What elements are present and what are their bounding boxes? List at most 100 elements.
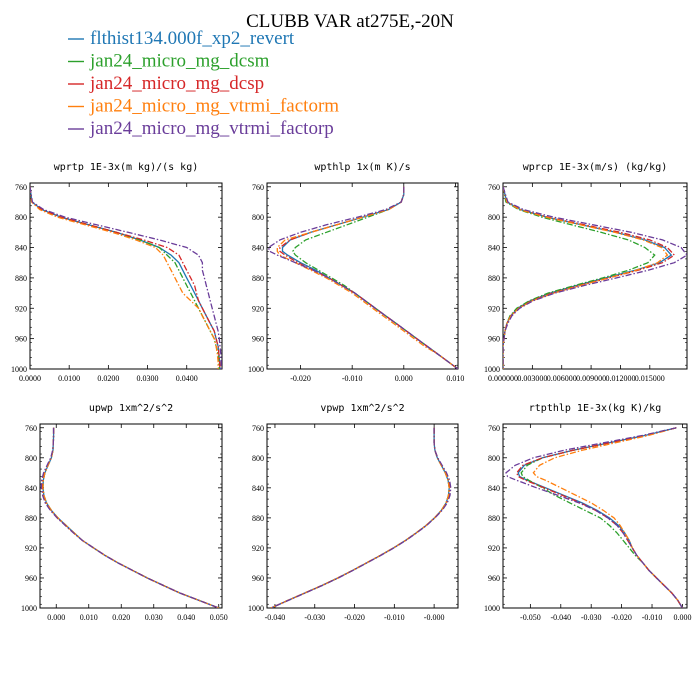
- x-tick-label: 0.000: [673, 613, 691, 622]
- y-tick-label: 1000: [484, 604, 500, 613]
- x-tick-label: -0.020: [290, 374, 311, 383]
- plot-frame: [39, 423, 223, 609]
- y-tick-label: 1000: [11, 365, 27, 374]
- panel-2: wpthlp 1x(m K)/s 760 800 840 880 920 960 1000 -0…: [248, 162, 464, 383]
- panel-title: wprtp 1E-3x(m kg)/(s kg): [54, 162, 199, 173]
- y-tick-label: 800: [488, 213, 500, 222]
- panel-4: upwp 1xm^2/s^2 760 800 840 880 920 960 1000 0.00…: [21, 403, 228, 622]
- x-tick-label: -0.000: [424, 613, 445, 622]
- x-tick-label: -0.010: [342, 374, 363, 383]
- y-tick-label: 800: [252, 454, 264, 463]
- y-tick-label: 920: [488, 304, 500, 313]
- y-tick-label: 760: [15, 183, 27, 192]
- y-tick-label: 960: [25, 574, 37, 583]
- y-tick-label: 800: [25, 454, 37, 463]
- y-tick-label: 880: [252, 514, 264, 523]
- y-tick-label: 1000: [21, 604, 37, 613]
- x-tick-label: 0.010: [446, 374, 464, 383]
- y-tick-label: 800: [252, 213, 264, 222]
- panel-title: wprcp 1E-3x(m/s) (kg/kg): [523, 162, 668, 173]
- y-tick-label: 1000: [248, 604, 264, 613]
- plot-frame: [266, 423, 459, 609]
- y-tick-label: 840: [252, 484, 264, 493]
- x-tick-label: 0.050: [210, 613, 228, 622]
- x-tick-label: 0.003000: [517, 374, 547, 383]
- figure-title: CLUBB VAR at275E,-20N: [246, 11, 454, 32]
- plot-frame: [502, 423, 688, 609]
- x-tick-label: 0.0400: [176, 374, 198, 383]
- x-tick-label: 0.006000: [547, 374, 577, 383]
- series-line: [270, 427, 450, 608]
- x-tick-label: 0.040: [177, 613, 195, 622]
- y-tick-label: 800: [488, 454, 500, 463]
- x-tick-label: 0.0200: [97, 374, 119, 383]
- legend: flthist134.000f_xp2_revertjan24_micro_mg…: [68, 28, 339, 139]
- x-tick-label: -0.020: [344, 613, 365, 622]
- x-tick-label: 0.000000: [488, 374, 518, 383]
- series-line: [30, 186, 222, 369]
- x-tick-label: 0.030: [145, 613, 163, 622]
- y-tick-label: 880: [252, 274, 264, 283]
- y-tick-label: 920: [488, 544, 500, 553]
- y-tick-label: 840: [25, 484, 37, 493]
- y-tick-label: 760: [488, 183, 500, 192]
- x-tick-label: -0.050: [520, 613, 541, 622]
- x-tick-label: 0.0100: [58, 374, 80, 383]
- x-tick-label: 0.020: [112, 613, 130, 622]
- panel-1: wprtp 1E-3x(m kg)/(s kg) 760 800 840 880 920 9…: [11, 162, 223, 383]
- x-tick-label: 0.000: [47, 613, 65, 622]
- series-line: [270, 427, 450, 608]
- y-tick-label: 920: [15, 304, 27, 313]
- series-line: [270, 427, 451, 608]
- series-line: [40, 427, 220, 608]
- panel-title: wpthlp 1x(m K)/s: [314, 162, 410, 173]
- series-line: [503, 186, 676, 369]
- panel-5: vpwp 1xm^2/s^27608008408809209601000-0.0…: [248, 403, 459, 622]
- y-tick-label: 800: [15, 213, 27, 222]
- panel-3: wprcp 1E-3x(m/s) (kg/kg) 760 800 840 880 920 9…: [484, 162, 688, 383]
- panel-title: rtpthlp 1E-3x(kg K)/kg: [529, 403, 661, 414]
- y-tick-label: 960: [488, 335, 500, 344]
- x-tick-label: 0.009000: [576, 374, 606, 383]
- x-tick-label: -0.040: [265, 613, 286, 622]
- x-tick-label: -0.010: [384, 613, 405, 622]
- y-tick-label: 760: [488, 424, 500, 433]
- y-tick-label: 1000: [484, 365, 500, 374]
- series-line: [532, 427, 683, 608]
- x-tick-label: 0.010: [80, 613, 98, 622]
- panel-title: vpwp 1xm^2/s^2: [320, 403, 404, 414]
- x-tick-label: -0.040: [550, 613, 571, 622]
- y-tick-label: 760: [25, 424, 37, 433]
- series-line: [30, 186, 219, 369]
- y-tick-label: 960: [252, 574, 264, 583]
- series-line: [42, 427, 220, 608]
- series-line: [270, 427, 452, 608]
- series-line: [505, 427, 683, 608]
- legend-label: jan24_micro_mg_vtrmi_factorm: [89, 96, 339, 117]
- y-tick-label: 920: [25, 544, 37, 553]
- series-line: [276, 186, 458, 369]
- series-line: [292, 186, 458, 369]
- y-tick-label: 880: [25, 514, 37, 523]
- legend-label: jan24_micro_mg_vtrmi_factorp: [89, 118, 334, 139]
- y-tick-label: 880: [488, 514, 500, 523]
- legend-label: jan24_micro_mg_dcsm: [89, 51, 270, 72]
- legend-label: flthist134.000f_xp2_revert: [90, 28, 295, 49]
- y-tick-label: 840: [15, 244, 27, 253]
- y-tick-label: 960: [15, 335, 27, 344]
- y-tick-label: 840: [488, 244, 500, 253]
- x-tick-label: -0.010: [642, 613, 663, 622]
- plot-frame: [29, 182, 223, 370]
- y-tick-label: 760: [252, 424, 264, 433]
- y-tick-label: 1000: [248, 365, 264, 374]
- series-line: [503, 186, 669, 369]
- series-line: [42, 427, 220, 608]
- panel-6: rtpthlp 1E-3x(kg K)/kg 760 800 840 880 920 960…: [484, 403, 691, 622]
- y-tick-label: 920: [252, 544, 264, 553]
- x-tick-label: 0.0300: [137, 374, 159, 383]
- panels: wprtp 1E-3x(m kg)/(s kg) 760 800 840 880 920 9…: [11, 162, 691, 622]
- series-line: [30, 186, 221, 369]
- series-line: [270, 427, 450, 608]
- x-tick-label: -0.030: [304, 613, 325, 622]
- plot-frame: [502, 182, 688, 370]
